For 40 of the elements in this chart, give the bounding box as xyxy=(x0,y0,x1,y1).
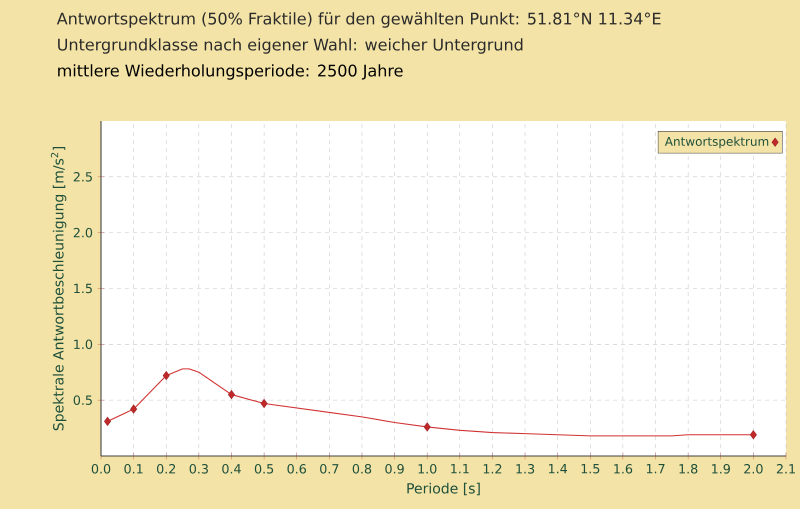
x-tick-label: 1.6 xyxy=(614,464,632,474)
x-tick-label: 0.1 xyxy=(124,464,143,474)
chart-subtitle: Untergrundklasse nach eigener Wahl: weicher Untergrund xyxy=(58,38,522,54)
x-tick-label: 1.7 xyxy=(646,464,665,474)
x-tick-label: 0.0 xyxy=(92,464,110,474)
x-tick-label: 1.3 xyxy=(516,464,534,474)
x-tick-label: 1.8 xyxy=(679,464,698,474)
point xyxy=(424,422,431,432)
x-tick-label: 2.0 xyxy=(744,464,763,474)
point xyxy=(228,390,235,400)
point xyxy=(750,430,757,440)
text: mittlere Wiederholungsperiode: 2500 Jahre xyxy=(58,64,403,80)
x-tick-label: 1.4 xyxy=(549,464,568,474)
x-tick-label: 0.4 xyxy=(222,464,241,474)
x-tick-label: 0.2 xyxy=(157,464,176,474)
x-tick-label: 0.5 xyxy=(254,464,274,474)
x-tick-label: 1.2 xyxy=(484,464,502,474)
x-tick-label: 0.6 xyxy=(287,464,306,474)
legend-label: Antwortspektrum xyxy=(664,136,768,148)
point xyxy=(130,404,138,414)
x-axis-title: Periode [s] xyxy=(407,482,480,496)
y-tick-label: 2.5 xyxy=(74,172,92,182)
x-tick-label: 0.3 xyxy=(190,464,208,474)
y-tick-label: 0.5 xyxy=(74,395,92,405)
y-tick-label: 1.5 xyxy=(74,284,92,294)
x-tick-label: 1.1 xyxy=(451,464,469,474)
point xyxy=(162,371,170,380)
x-tick-label: 2.1 xyxy=(776,464,795,474)
point xyxy=(260,398,268,408)
y-axis-title: Spektrale Antwortbeschleunigung [m/s$^{2}$] xyxy=(50,146,66,430)
x-tick-label: 1.0 xyxy=(418,464,436,474)
x-tick-label: 1.9 xyxy=(712,464,730,474)
y-tick-label: 1.0 xyxy=(74,340,92,350)
y-tick-label: 2.0 xyxy=(74,228,92,238)
x-tick-label: 0.9 xyxy=(385,464,404,474)
x-tick-label: 0.8 xyxy=(352,464,372,474)
chart-title: Antwortspektrum (50% Fraktile) für den gewählten Punkt: 51.81°N 11.34°E xyxy=(56,12,661,28)
point xyxy=(104,416,111,426)
x-tick-label: 1.5 xyxy=(582,464,600,474)
x-tick-label: 0.7 xyxy=(320,464,338,474)
